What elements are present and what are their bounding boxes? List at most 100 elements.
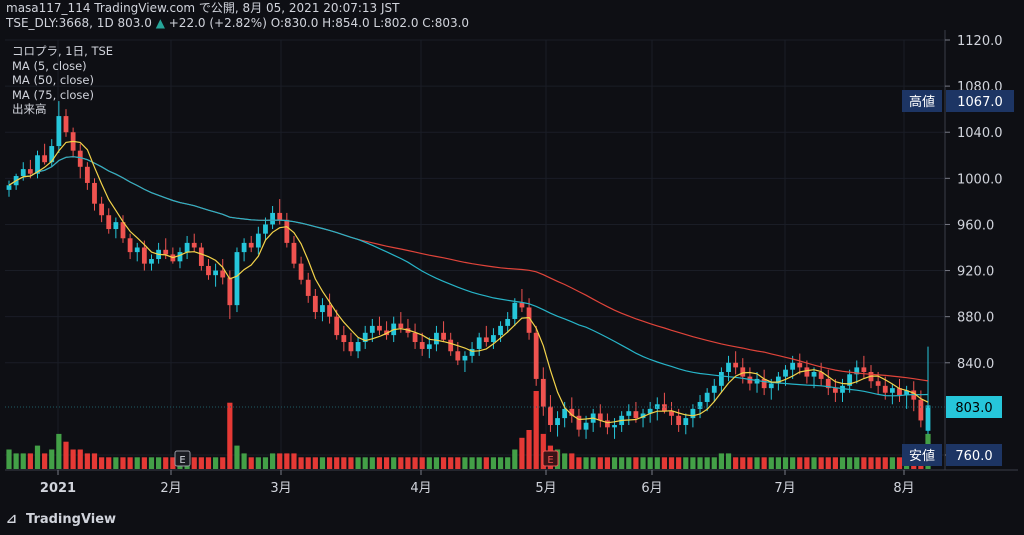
candle-body: [27, 169, 33, 174]
time-tick-label: 2月: [160, 481, 181, 496]
candle-body: [412, 332, 418, 343]
time-tick-label: 6月: [641, 481, 662, 496]
candle-body: [683, 418, 689, 426]
volume-bar: [248, 457, 254, 469]
candle-body: [647, 408, 653, 414]
candle-body: [120, 222, 126, 239]
candle-body: [797, 362, 803, 368]
candle-body: [790, 362, 796, 370]
candle-body: [804, 367, 810, 377]
volume-bar: [255, 457, 261, 469]
volume-bar: [747, 457, 753, 469]
candle-body: [469, 348, 475, 356]
change-arrow-icon: ▲: [155, 16, 165, 30]
volume-bar: [241, 453, 247, 469]
volume-bar: [277, 453, 283, 469]
volume-bar: [448, 457, 454, 469]
volume-bar: [284, 453, 290, 469]
candle-body: [84, 166, 90, 183]
volume-bar: [440, 457, 447, 469]
candle-body: [20, 169, 26, 177]
candle-body: [654, 404, 660, 409]
volume-bar: [797, 457, 803, 469]
volume-bar: [469, 457, 475, 469]
volume-bar: [533, 391, 539, 469]
candle-body: [341, 335, 347, 343]
candle-body: [882, 385, 888, 393]
candle-body: [355, 342, 361, 352]
candle-body: [498, 325, 503, 336]
candle-body: [918, 399, 924, 421]
candle-body: [6, 185, 12, 190]
candle-body: [134, 247, 140, 253]
candle-body: [861, 367, 867, 372]
publish-header: masa117_114 TradingView.com で公開, 8月 05, …: [6, 1, 469, 31]
volume-bar: [355, 457, 361, 469]
candle-body: [284, 219, 290, 243]
volume-bar: [362, 457, 368, 469]
candle-body: [562, 408, 568, 419]
volume-bar: [505, 457, 511, 469]
volume-bar: [319, 457, 326, 469]
time-axis[interactable]: 2021 2月 3月 4月 5月 6月 7月 8月: [40, 470, 915, 496]
volume-bar: [462, 457, 468, 469]
candle-body: [99, 203, 105, 216]
candle-body: [426, 344, 432, 349]
candle-body: [904, 390, 910, 396]
volume-bar: [896, 457, 903, 469]
legend-volume[interactable]: 出来高: [12, 102, 47, 116]
price-tick-label: 960.0: [957, 218, 994, 233]
candle-body: [227, 277, 233, 306]
candle-body: [847, 374, 853, 386]
time-tick-label: 4月: [410, 481, 431, 496]
candle-body: [441, 332, 446, 340]
volume-bar: [818, 457, 824, 469]
last-price-value: 803.0: [955, 401, 992, 416]
candle-body: [191, 242, 197, 248]
legend-ma75[interactable]: MA (75, close): [12, 87, 94, 102]
candle-body: [220, 270, 226, 278]
symbol-info: TSE_DLY:3668, 1D 803.0: [6, 16, 152, 30]
candle-body: [35, 155, 40, 174]
candle-body: [889, 388, 895, 393]
candle-body: [362, 332, 368, 343]
volume-bar: [839, 457, 846, 469]
earnings-marker[interactable]: E: [174, 450, 191, 467]
volume-bar: [34, 445, 41, 469]
volume-bar: [326, 457, 333, 469]
volume-bar: [312, 457, 318, 469]
volume-bar: [847, 457, 853, 469]
candle-body: [63, 116, 69, 133]
candle-body: [398, 323, 404, 329]
candle-body: [676, 415, 682, 426]
volume-bar: [782, 457, 789, 469]
volume-bars: [6, 391, 931, 469]
legend-ma5[interactable]: MA (5, close): [12, 58, 87, 73]
volume-bar: [6, 449, 12, 469]
candle-body: [49, 146, 55, 163]
candle-body: [704, 392, 710, 402]
legend-symbol[interactable]: コロプラ, 1日, TSE: [12, 44, 114, 58]
candle-body: [555, 418, 560, 426]
volume-bar: [583, 457, 589, 469]
volume-bar: [483, 457, 489, 469]
volume-bar: [291, 453, 297, 469]
candle-body: [334, 316, 340, 336]
candle-body: [761, 378, 767, 389]
candle-body: [434, 332, 439, 345]
volume-bar: [127, 457, 133, 469]
legend-ma50[interactable]: MA (50, close): [12, 73, 94, 87]
volume-bar: [711, 457, 717, 469]
candle-body: [213, 270, 218, 276]
earnings-marker[interactable]: E: [542, 450, 559, 467]
price-tick-label: 1120.0: [957, 34, 1003, 49]
high-marker: 高値 1067.0: [902, 90, 1014, 112]
volume-bar: [590, 457, 596, 469]
volume-bar: [212, 457, 219, 469]
volume-bar: [412, 457, 418, 469]
volume-bar: [683, 457, 689, 469]
volume-bar: [626, 457, 632, 469]
candle-body: [455, 351, 461, 361]
volume-bar: [740, 457, 746, 469]
